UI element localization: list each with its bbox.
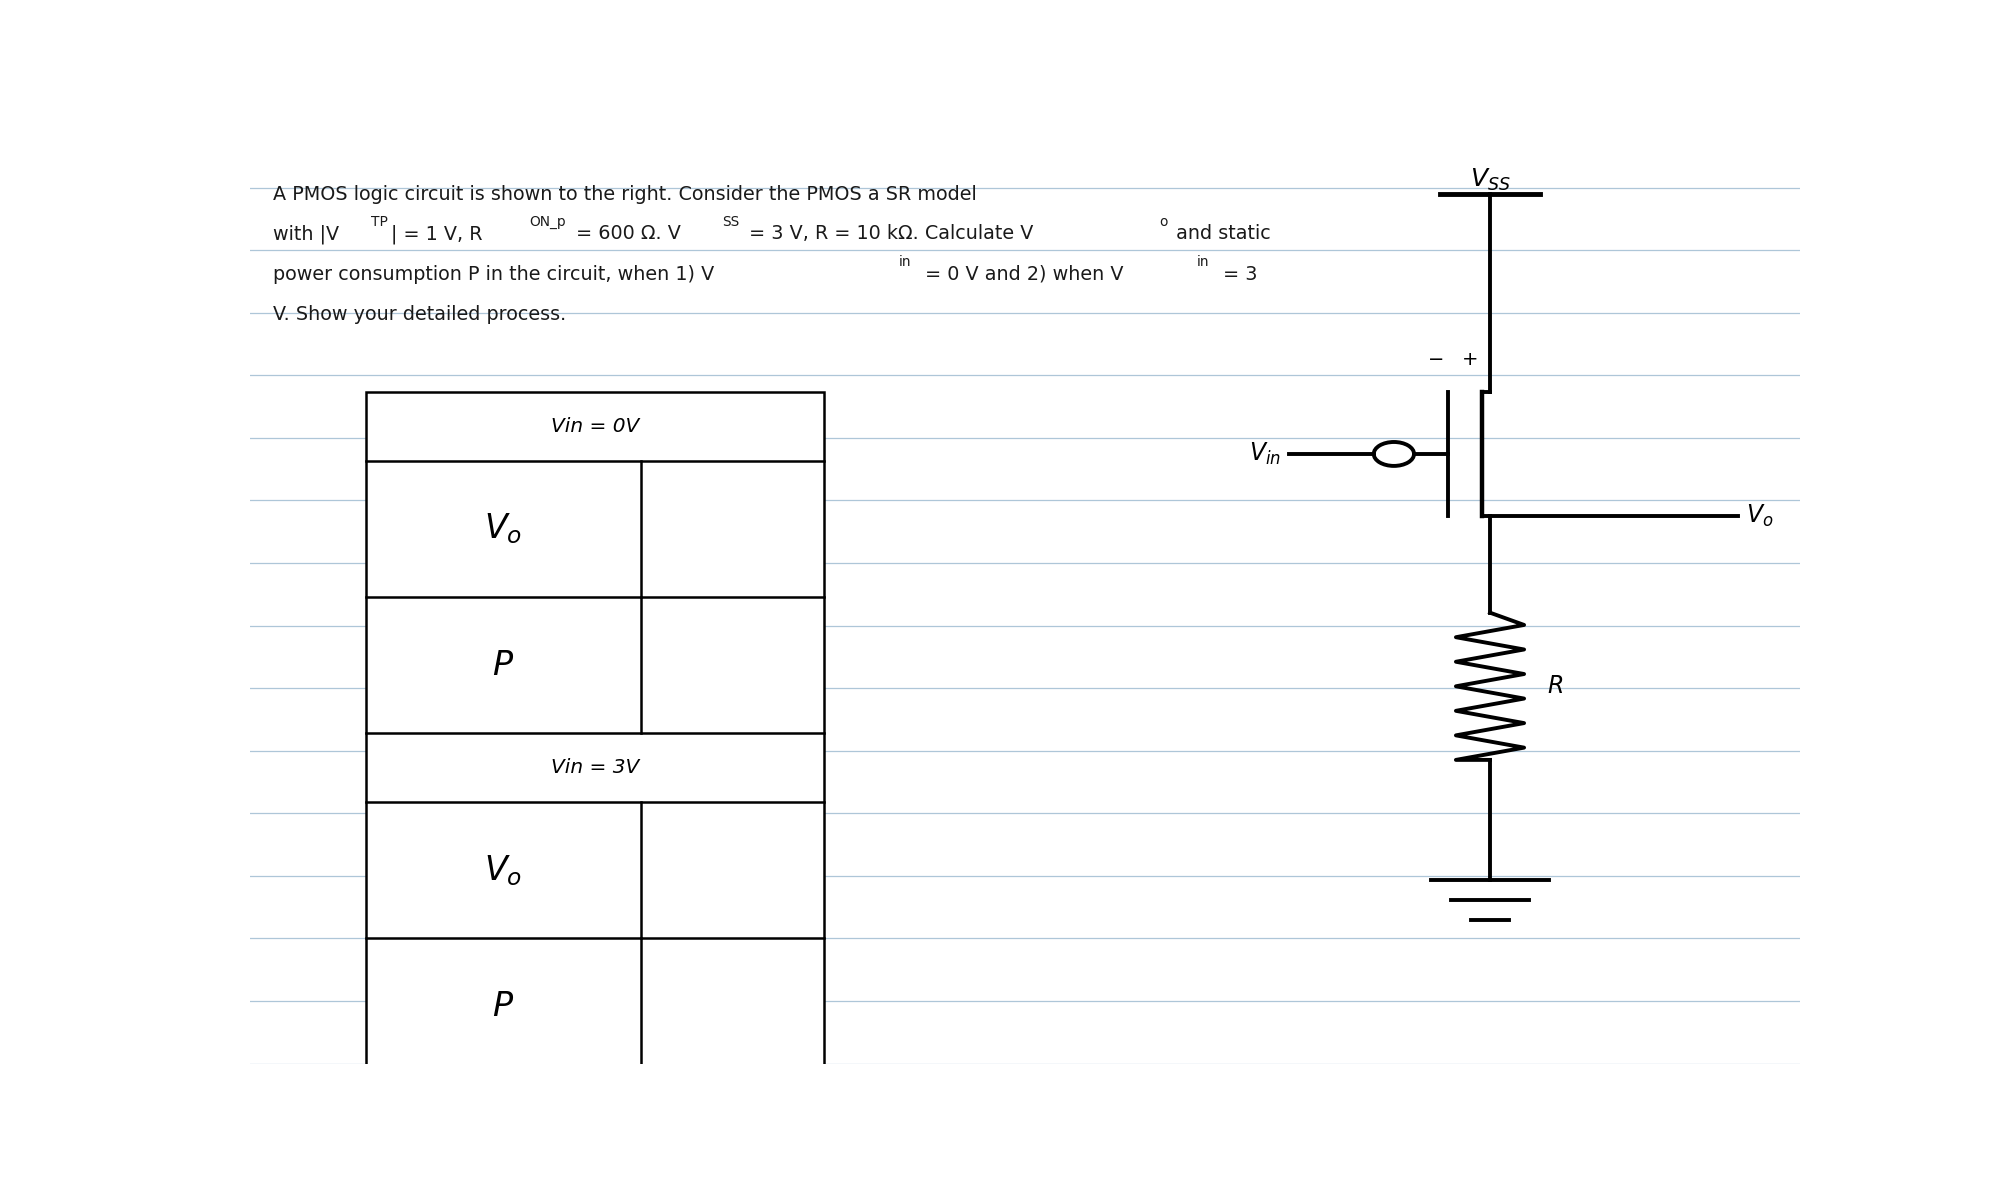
Text: = 600 Ω. V: = 600 Ω. V (570, 225, 680, 244)
Text: TP: TP (370, 215, 388, 229)
Text: A PMOS logic circuit is shown to the right. Consider the PMOS a SR model: A PMOS logic circuit is shown to the rig… (274, 185, 976, 204)
Text: $V_o$: $V_o$ (484, 511, 522, 546)
Text: in: in (898, 256, 912, 269)
Text: +: + (1462, 350, 1478, 369)
Text: −: − (1428, 350, 1444, 369)
Text: SS: SS (722, 215, 740, 229)
Text: = 3: = 3 (1218, 265, 1258, 284)
Text: $V_o$: $V_o$ (1746, 503, 1774, 529)
Text: $V_o$: $V_o$ (484, 853, 522, 888)
Text: $V_{SS}$: $V_{SS}$ (1470, 166, 1510, 192)
Text: Vin = 3V: Vin = 3V (550, 758, 640, 777)
Text: in: in (1196, 256, 1210, 269)
Bar (366, 392, 824, 1074)
Text: power consumption P in the circuit, when 1) V: power consumption P in the circuit, when… (274, 265, 714, 284)
Text: and static: and static (1170, 225, 1270, 244)
Text: $P$: $P$ (492, 649, 514, 681)
Text: with |V: with |V (274, 225, 340, 244)
Text: | = 1 V, R: | = 1 V, R (390, 225, 482, 244)
Text: ON_p: ON_p (530, 215, 566, 229)
Text: o: o (1160, 215, 1168, 229)
Text: = 0 V and 2) when V: = 0 V and 2) when V (918, 265, 1124, 284)
Text: Vin = 0V: Vin = 0V (550, 417, 640, 436)
Text: $P$: $P$ (492, 989, 514, 1023)
Text: $R$: $R$ (1548, 674, 1564, 698)
Text: $V_{in}$: $V_{in}$ (1248, 441, 1280, 467)
Text: V. Show your detailed process.: V. Show your detailed process. (274, 306, 566, 324)
Text: = 3 V, R = 10 kΩ. Calculate V: = 3 V, R = 10 kΩ. Calculate V (742, 225, 1034, 244)
